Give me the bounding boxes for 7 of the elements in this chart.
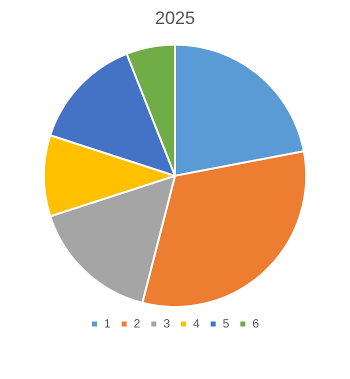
legend-label: 3	[163, 316, 170, 330]
legend-label: 2	[134, 316, 141, 330]
legend-label: 5	[222, 316, 230, 330]
legend-label: 1	[104, 316, 111, 330]
chart-title: 2025	[154, 8, 196, 28]
legend-label: 4	[193, 316, 200, 330]
legend-label: 6	[252, 316, 260, 330]
